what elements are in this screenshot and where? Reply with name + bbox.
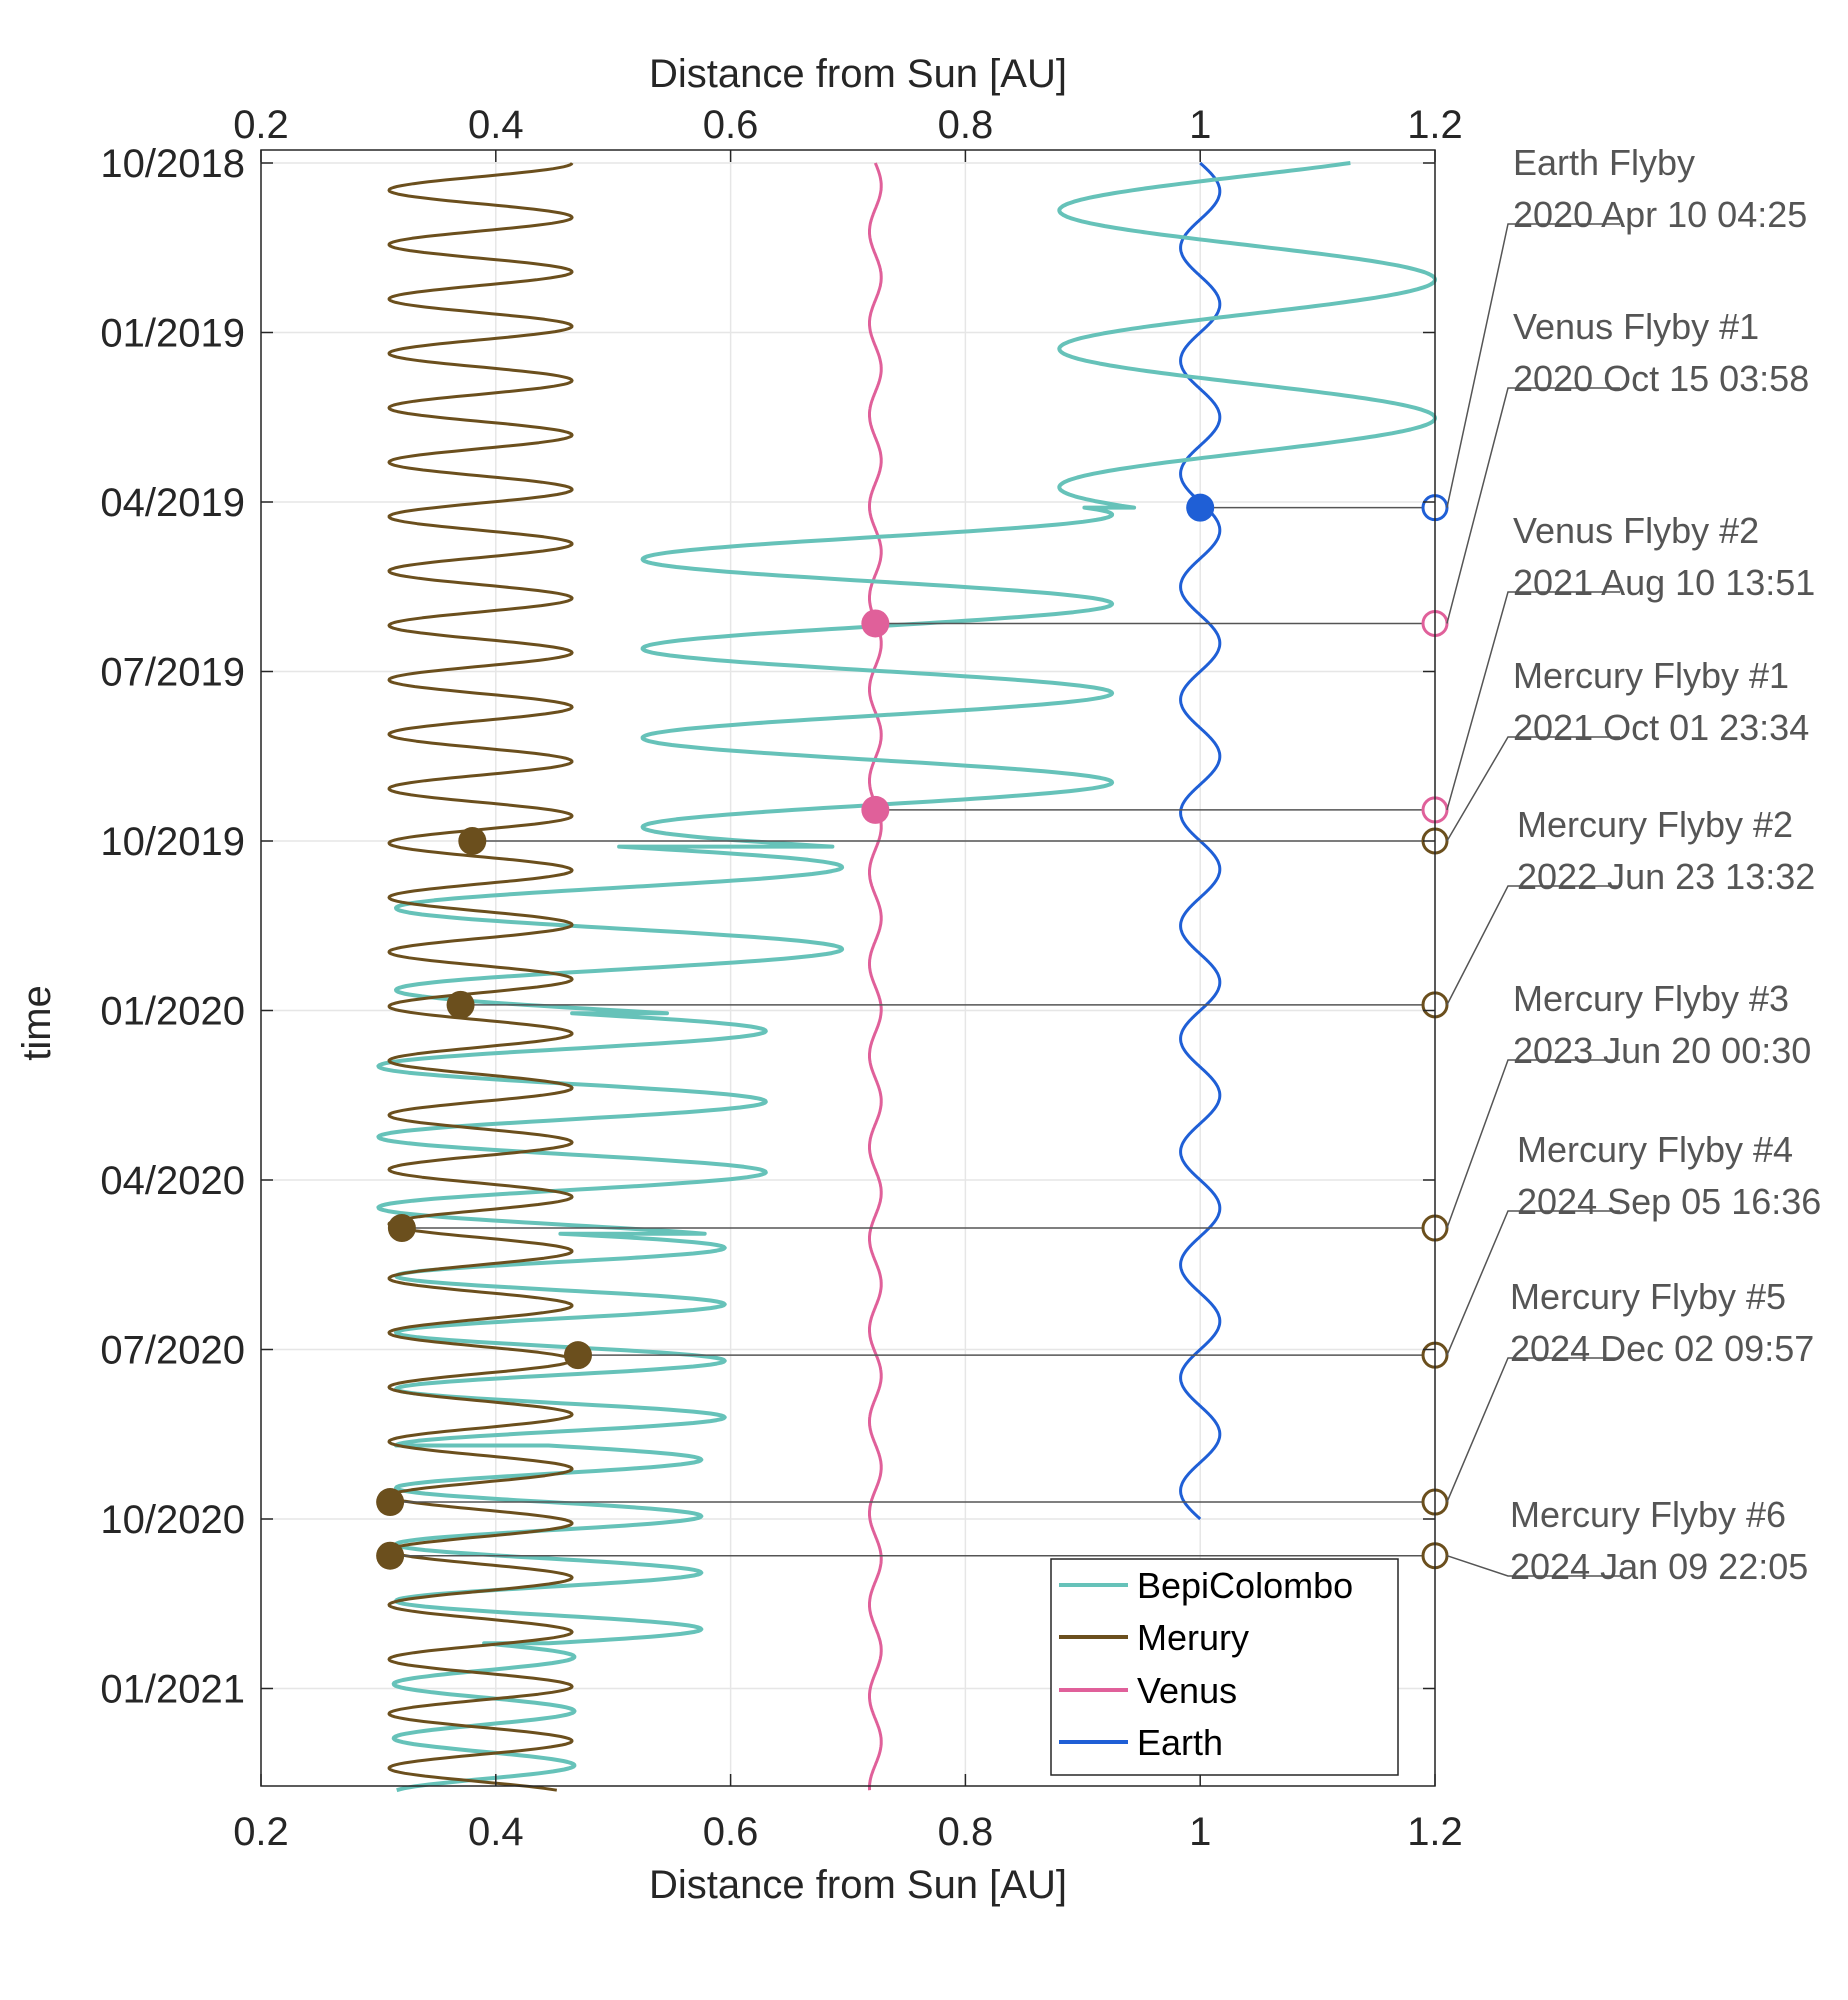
annotation-date: 2022 Jun 23 13:32 [1517,856,1815,897]
annotation-title: Mercury Flyby #4 [1517,1129,1793,1170]
x-tick-label-bottom: 1.2 [1407,1810,1463,1854]
legend-box [1050,1558,1399,1776]
x-tick-label-bottom: 1 [1189,1810,1211,1854]
y-tick-label: 01/2021 [100,1668,245,1712]
annotation-title: Mercury Flyby #5 [1510,1276,1786,1317]
series-line-bepicolombo [376,161,1437,1793]
x-tick-label-top: 0.4 [468,103,524,147]
annotation-date: 2021 Aug 10 13:51 [1513,562,1815,603]
annotation-leader [1446,1555,1620,1577]
legend: BepiColombo Merury Venus Earth [1050,1558,1399,1776]
annotation-leader [1446,223,1620,508]
annotation-title: Mercury Flyby #1 [1513,655,1789,696]
series-line-venus [868,162,883,1791]
flyby-marker-earth [1186,493,1215,522]
annotation-leader [1446,387,1620,624]
x-tick-label-top: 0.8 [938,103,994,147]
annotation-title: Venus Flyby #2 [1513,510,1759,551]
flyby-marker-venus [861,795,890,824]
annotation-leader [1446,1357,1620,1503]
flyby-marker-mercury [376,1488,405,1517]
annotation-date: 2021 Oct 01 23:34 [1513,707,1809,748]
y-tick-label: 01/2019 [100,312,245,356]
annotation-leader [1446,736,1620,842]
annotation-date: 2020 Oct 15 03:58 [1513,358,1809,399]
x-tick-label-bottom: 0.4 [468,1810,524,1854]
legend-label-venus: Venus [1137,1670,1237,1711]
x-tick-label-top: 0.2 [233,103,289,147]
plot-frame [260,149,1436,1787]
y-tick-label: 04/2019 [100,481,245,525]
legend-label-mercury: Merury [1137,1617,1249,1658]
annotation-leader [1446,1210,1620,1356]
annotation-title: Earth Flyby [1513,142,1695,183]
annotation-title: Mercury Flyby #2 [1517,804,1793,845]
annotation-date: 2023 Jun 20 00:30 [1513,1030,1811,1071]
flyby-marker-mercury [458,827,487,855]
y-tick-label: 01/2020 [100,990,245,1034]
flyby-marker-mercury [387,1214,416,1243]
flyby-marker-mercury [446,990,475,1019]
plot-area [261,150,1435,1786]
annotation-leader [1446,591,1620,811]
legend-label-bepicolombo: BepiColombo [1137,1565,1353,1606]
series-line-mercury [387,162,574,1792]
annotation-leader [1446,885,1620,1006]
x-tick-label-bottom: 0.6 [703,1810,759,1854]
flyby-marker-mercury [376,1541,405,1570]
flyby-leader-lines [390,506,1423,1557]
annotations: Earth Flyby 2020 Apr 10 04:25 Venus Flyby … [1446,142,1821,1587]
y-tick-label: 10/2019 [100,820,245,864]
annotation-title: Mercury Flyby #3 [1513,978,1789,1019]
y-tick-label: 04/2020 [100,1159,245,1203]
x-tick-label-bottom: 0.8 [938,1810,994,1854]
annotation-leader [1446,1059,1620,1229]
annotation-date: 2024 Jan 09 22:05 [1510,1546,1808,1587]
series-layer [376,161,1437,1793]
x-tick-label-top: 0.6 [703,103,759,147]
flyby-marker-venus [861,609,890,638]
flyby-marker-mercury [563,1341,592,1370]
y-tick-label: 07/2020 [100,1329,245,1373]
x-axis-label-top: Distance from Sun [AU] [649,52,1067,96]
y-tick-label: 10/2018 [100,142,245,186]
annotation-date: 2024 Sep 05 16:36 [1517,1181,1821,1222]
x-tick-label-top: 1.2 [1407,103,1463,147]
axis-ticks: 0.2 0.2 0.4 0.4 0.6 0.6 0.8 0.8 1 1 1.2 1.2 10/2018 0… [100,103,1462,1854]
legend-label-earth: Earth [1137,1722,1223,1763]
annotation-date: 2024 Dec 02 09:57 [1510,1328,1814,1369]
x-axis-label-bottom: Distance from Sun [AU] [649,1863,1067,1907]
x-tick-label-bottom: 0.2 [233,1810,289,1854]
annotation-title: Venus Flyby #1 [1513,306,1759,347]
y-tick-label: 07/2019 [100,651,245,695]
annotation-title: Mercury Flyby #6 [1510,1494,1786,1535]
annotation-date: 2020 Apr 10 04:25 [1513,194,1807,235]
x-tick-label-top: 1 [1189,103,1211,147]
y-tick-label: 10/2020 [100,1498,245,1542]
y-axis-label: time [15,985,59,1061]
